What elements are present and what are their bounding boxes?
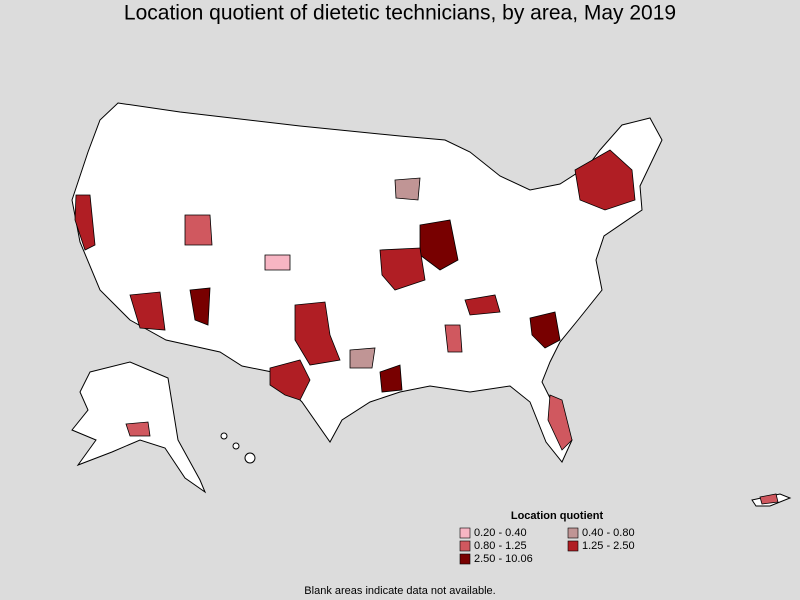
area	[349, 347, 376, 369]
legend-swatch	[459, 540, 471, 552]
area	[529, 311, 561, 349]
footnote: Blank areas indicate data not available.	[304, 585, 495, 597]
legend-swatch	[459, 527, 471, 539]
area	[184, 214, 213, 246]
legend-label: 2.50 - 10.06	[474, 553, 533, 565]
area	[189, 287, 211, 326]
area	[379, 364, 403, 393]
legend-label: 0.80 - 1.25	[474, 540, 527, 552]
area	[74, 194, 96, 251]
area	[125, 421, 151, 437]
legend: Location quotient 0.20 - 0.40 0.40 - 0.80…	[459, 510, 635, 565]
legend-title: Location quotient	[511, 510, 604, 522]
legend-label: 1.25 - 2.50	[582, 540, 635, 552]
area	[129, 291, 166, 331]
map-title: Location quotient of dietetic technician…	[124, 2, 676, 25]
legend-swatch	[567, 540, 579, 552]
area	[269, 359, 311, 401]
legend-swatch	[567, 527, 579, 539]
hawaii	[244, 452, 256, 464]
area	[574, 149, 636, 211]
area	[444, 324, 463, 353]
map	[71, 102, 792, 507]
area	[264, 254, 291, 271]
legend-label: 0.40 - 0.80	[582, 527, 635, 539]
hawaii	[232, 442, 240, 450]
area	[759, 493, 779, 505]
area	[294, 301, 341, 366]
legend-swatch	[459, 553, 471, 565]
legend-label: 0.20 - 0.40	[474, 527, 527, 539]
area	[394, 177, 421, 201]
hawaii	[220, 432, 228, 440]
area	[464, 294, 501, 316]
area	[379, 247, 426, 291]
area	[547, 394, 573, 451]
